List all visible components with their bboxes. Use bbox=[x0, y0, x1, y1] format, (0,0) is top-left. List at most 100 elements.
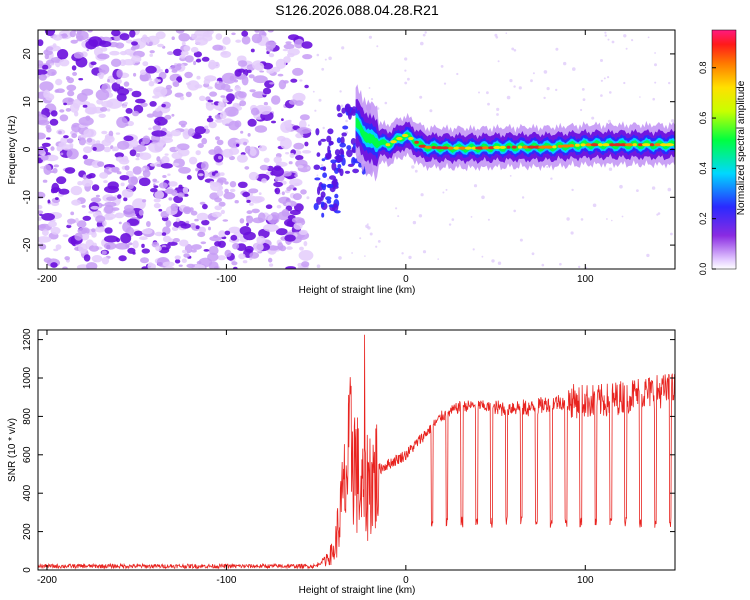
spectrogram-hot-spot bbox=[418, 144, 427, 148]
spectrogram-noise-blob bbox=[299, 246, 304, 251]
spectrogram-speck bbox=[412, 220, 417, 225]
spectrogram-noise-blob bbox=[115, 242, 130, 250]
spectrogram-noise-blob bbox=[119, 33, 130, 41]
spectrogram-noise-blob bbox=[281, 191, 285, 196]
spectrogram-speck bbox=[364, 255, 366, 257]
spectrogram-noise-blob bbox=[253, 75, 268, 84]
spectrogram-speck bbox=[422, 33, 426, 37]
spectrogram-noise-blob bbox=[294, 38, 304, 49]
spectrogram-noise-blob bbox=[142, 199, 147, 203]
spectrogram-hot-spot bbox=[471, 146, 477, 150]
spectrogram-speck bbox=[647, 36, 650, 39]
spectrogram-noise-blob bbox=[66, 224, 72, 229]
spectrogram-noise-blob bbox=[165, 220, 172, 228]
spectrogram-noise-blob bbox=[298, 229, 308, 235]
spectrogram-noise-blob bbox=[73, 51, 84, 59]
spectrogram-noise-blob bbox=[87, 30, 93, 33]
spectrogram-x-label: Height of straight line (km) bbox=[299, 285, 416, 296]
spectrogram-noise-blob bbox=[148, 78, 153, 81]
spectrogram-feature-blob bbox=[352, 158, 357, 163]
spectrogram-noise-blob bbox=[92, 146, 97, 151]
spectrogram-noise-blob bbox=[219, 172, 225, 177]
spectrogram-noise-blob bbox=[298, 120, 307, 129]
spectrogram-noise-blob bbox=[176, 76, 183, 83]
colorbar-tick-label: 0.2 bbox=[698, 212, 708, 225]
spectrogram-speck bbox=[369, 232, 373, 236]
spectrogram-speck bbox=[448, 223, 452, 226]
spectrogram-noise-blob bbox=[203, 249, 210, 252]
spectrogram-noise-blob bbox=[65, 108, 72, 112]
spectrogram-feature-blob bbox=[334, 193, 339, 199]
spectrogram-noise-blob bbox=[81, 88, 94, 96]
spectrogram-noise-blob bbox=[39, 81, 54, 92]
spectrogram-noise-blob bbox=[234, 85, 241, 92]
spectrogram-noise-blob bbox=[63, 135, 69, 139]
spectrogram-noise-blob bbox=[201, 137, 208, 145]
spectrogram-noise-blob bbox=[138, 209, 144, 216]
spectrogram-noise-blob bbox=[276, 228, 288, 236]
spectrogram-speck bbox=[651, 186, 656, 190]
spectrogram-noise-blob bbox=[241, 35, 251, 45]
spectrogram-noise-blob bbox=[193, 60, 197, 66]
spectrogram-feature-blob bbox=[317, 186, 321, 195]
spectrogram-speck bbox=[518, 86, 522, 90]
spectrogram-noise-blob bbox=[200, 161, 209, 171]
spectrogram-noise-blob bbox=[223, 192, 236, 200]
spectrogram-noise-blob bbox=[135, 153, 141, 158]
spectrogram-noise-blob bbox=[286, 53, 295, 58]
spectrogram-noise-blob bbox=[251, 208, 260, 214]
spectrogram-noise-blob bbox=[218, 185, 224, 191]
spectrogram-noise-blob bbox=[199, 95, 206, 102]
spectrogram-noise-blob bbox=[265, 46, 274, 52]
spectrogram-noise-blob bbox=[218, 230, 226, 238]
spectrogram-noise-blob bbox=[273, 181, 283, 188]
snr-y-tick-label: 1200 bbox=[22, 328, 33, 351]
spectrogram-hot-spot bbox=[552, 145, 557, 149]
spectrogram-noise-blob bbox=[41, 213, 55, 221]
spectrogram-speck bbox=[530, 79, 533, 83]
spectrogram-x-tick-label: 0 bbox=[403, 274, 409, 285]
spectrogram-speck bbox=[368, 87, 371, 89]
spectrogram-noise-blob bbox=[154, 231, 164, 237]
spectrogram-noise-blob bbox=[112, 147, 116, 152]
spectrogram-noise-blob bbox=[209, 91, 218, 97]
spectrogram-noise-blob bbox=[76, 35, 84, 40]
spectrogram-speck bbox=[307, 124, 310, 127]
spectrogram-noise-blob bbox=[125, 123, 129, 127]
spectrogram-noise-blob bbox=[116, 69, 123, 78]
spectrogram-noise-blob bbox=[59, 109, 65, 113]
spectrogram-noise-blob bbox=[71, 133, 78, 139]
spectrogram-speck bbox=[365, 224, 369, 229]
snr-frame bbox=[37, 329, 676, 571]
spectrogram-speck bbox=[376, 107, 380, 110]
spectrogram-noise-blob bbox=[83, 254, 91, 262]
spectrogram-feature-blob bbox=[346, 145, 352, 151]
spectrogram-noise-blob bbox=[146, 113, 155, 118]
spectrogram-noise-blob bbox=[290, 78, 298, 83]
spectrogram-noise-blob bbox=[67, 218, 76, 224]
spectrogram-noise-blob bbox=[214, 81, 226, 91]
spectrogram-noise-blob bbox=[146, 35, 160, 46]
spectrogram-noise-blob bbox=[153, 86, 168, 97]
spectrogram-noise-blob bbox=[142, 61, 149, 67]
spectrogram-speck bbox=[670, 232, 673, 236]
spectrogram-noise-blob bbox=[156, 156, 161, 162]
spectrogram-noise-blob bbox=[226, 93, 235, 102]
spectrogram-noise-blob bbox=[51, 187, 61, 193]
spectrogram-noise-blob bbox=[219, 111, 227, 120]
spectrogram-noise-blob bbox=[214, 197, 223, 203]
spectrogram-noise-blob bbox=[121, 188, 134, 198]
spectrogram-noise-blob bbox=[197, 143, 204, 149]
spectrogram-noise-blob bbox=[237, 181, 248, 188]
spectrogram-noise-blob bbox=[141, 243, 145, 248]
spectrogram-noise-blob bbox=[289, 153, 295, 158]
spectrogram-noise-blob bbox=[296, 127, 312, 134]
spectrogram-noise-blob bbox=[272, 66, 281, 73]
spectrogram-hot-spot bbox=[624, 143, 634, 147]
spectrogram-noise-blob bbox=[104, 235, 119, 243]
snr-x-tick-label: -100 bbox=[216, 575, 236, 586]
spectrogram-noise-blob bbox=[231, 261, 238, 266]
spectrogram-speck bbox=[654, 81, 657, 84]
spectrogram-noise-blob bbox=[47, 199, 51, 204]
spectrogram-hot-spot bbox=[619, 143, 627, 147]
